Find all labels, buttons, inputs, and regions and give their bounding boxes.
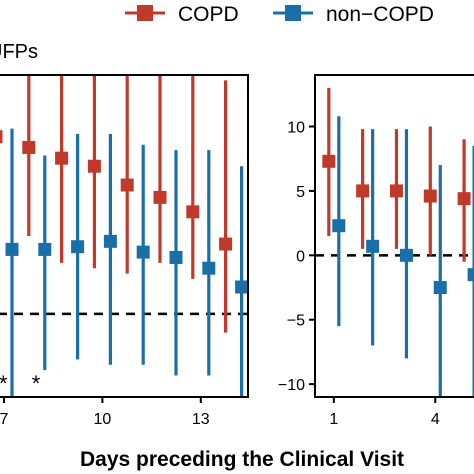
point-noncopd <box>399 248 413 262</box>
point-copd <box>356 184 370 198</box>
point-copd <box>186 205 200 219</box>
point-copd <box>87 159 101 173</box>
point-noncopd <box>103 234 117 248</box>
point-copd <box>120 178 134 192</box>
right-plot-area <box>315 87 474 397</box>
x-tick-label: 4 <box>431 411 440 428</box>
point-copd <box>423 189 437 203</box>
legend-label-copd: COPD <box>178 3 239 26</box>
point-noncopd <box>467 268 474 282</box>
point-copd <box>153 190 167 204</box>
point-copd <box>22 140 36 154</box>
y-tick-label: 0 <box>296 248 305 265</box>
x-tick-label: 1 <box>329 411 338 428</box>
point-copd <box>0 130 3 144</box>
x-tick-label: 10 <box>94 411 112 428</box>
point-noncopd <box>366 239 380 253</box>
left-panel-title: UFPs <box>0 41 38 63</box>
point-noncopd <box>71 240 85 254</box>
point-copd <box>55 151 69 165</box>
significance-marker: * <box>32 371 41 396</box>
legend-label-noncopd: non−COPD <box>326 3 434 26</box>
left-plot-area: ** <box>0 75 249 397</box>
point-noncopd <box>38 242 52 256</box>
y-tick-label: 10 <box>287 120 305 137</box>
legend-marker-noncopd <box>285 5 301 21</box>
point-copd <box>219 237 233 251</box>
point-noncopd <box>202 261 216 275</box>
point-noncopd <box>235 280 249 294</box>
y-tick-label: 5 <box>296 184 305 201</box>
point-noncopd <box>433 281 447 295</box>
point-noncopd <box>332 219 346 233</box>
significance-marker: * <box>0 371 8 396</box>
x-tick-label: 13 <box>192 411 210 428</box>
x-tick-label: 7 <box>0 411 9 428</box>
point-noncopd <box>136 245 150 259</box>
y-tick-label: −10 <box>278 377 305 394</box>
point-copd <box>457 192 471 206</box>
point-copd <box>389 184 403 198</box>
right-y-ticks: −10 −5 0 5 10 <box>278 120 315 394</box>
legend: COPD non−COPD <box>125 3 434 26</box>
x-axis-label: Days preceding the Clinical Visit <box>80 448 404 471</box>
y-tick-label: −5 <box>287 313 305 330</box>
point-noncopd <box>169 250 183 264</box>
left-panel-frame <box>0 74 249 398</box>
point-copd <box>322 154 336 168</box>
point-noncopd <box>5 242 19 256</box>
right-panel-frame <box>314 74 474 398</box>
left-x-ticks: 7 10 13 <box>0 397 210 428</box>
